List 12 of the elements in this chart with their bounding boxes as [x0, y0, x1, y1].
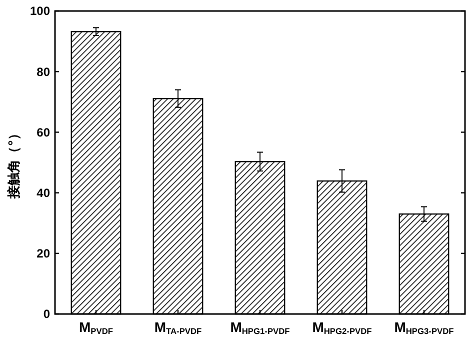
x-tick-label: M$_{HPG1-PVDF}$	[230, 319, 290, 336]
y-tick-label: 40	[36, 186, 50, 200]
y-tick-label: 0	[43, 307, 50, 322]
x-tick-label: M$_{TA-PVDF}$	[154, 319, 202, 336]
x-tick-label: M$_{HPG2-PVDF}$	[312, 319, 372, 336]
y-tick-label: 100	[30, 4, 50, 18]
y-tick-label: 20	[36, 246, 50, 261]
y-tick-label: 80	[36, 64, 50, 79]
x-tick-label: M$_{PVDF}$	[78, 319, 114, 336]
x-tick-label: M$_{HPG3-PVDF}$	[394, 319, 454, 336]
y-tick-label: 60	[36, 125, 50, 140]
y-axis-title: 接触角（°）	[6, 126, 22, 200]
